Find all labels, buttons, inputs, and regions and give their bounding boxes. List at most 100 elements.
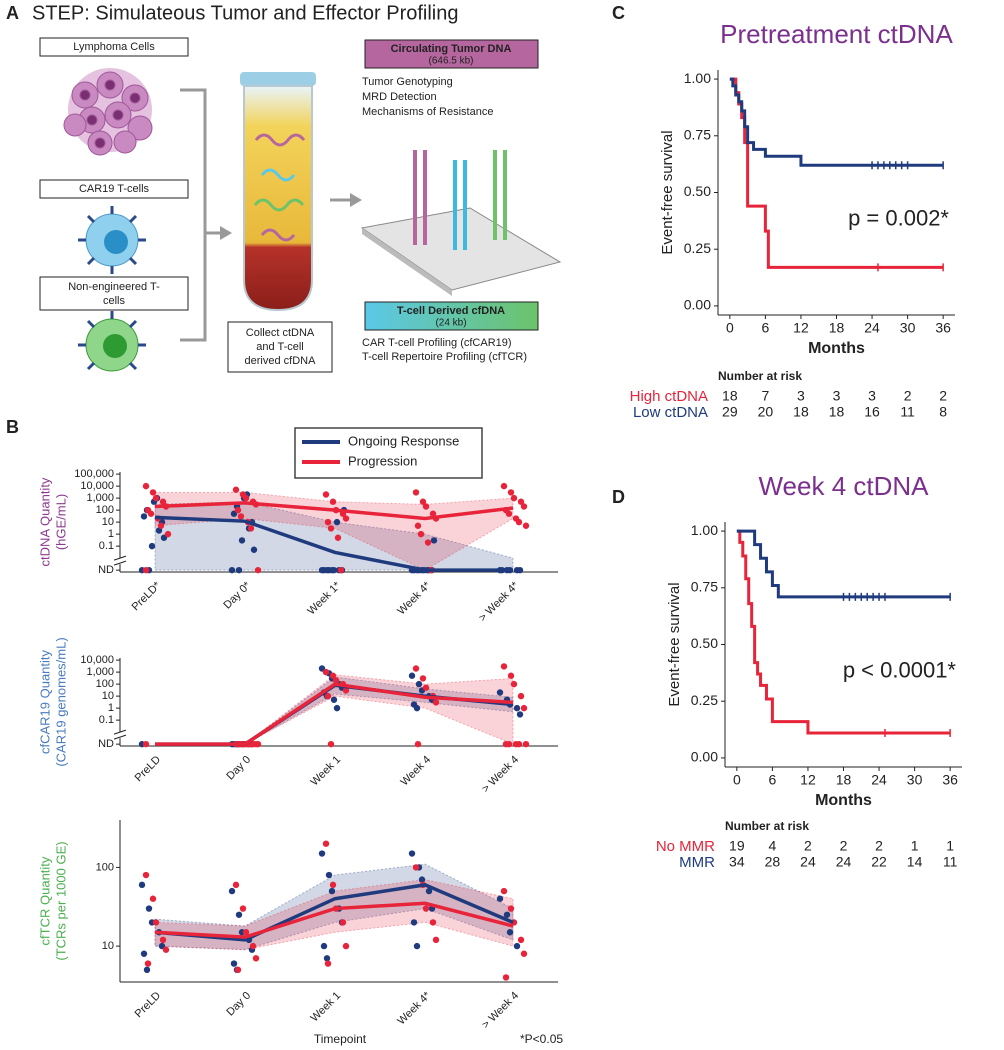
x-tick-label: 0 (726, 320, 734, 336)
data-point (505, 510, 513, 517)
chip-edge (362, 228, 452, 296)
data-point (145, 905, 153, 912)
y-tick-label: 0.1 (99, 714, 114, 726)
risk-label: No MMR (656, 838, 715, 855)
data-point (412, 864, 420, 871)
data-point (250, 546, 258, 553)
data-point (496, 689, 504, 696)
lymphoma-cells (63, 68, 153, 156)
data-point (329, 881, 337, 889)
risk-count: 18 (829, 404, 845, 420)
survival-curve (729, 77, 944, 269)
y-tick-label: 10 (102, 516, 114, 528)
tube-cap (240, 72, 316, 86)
y-tick-label: 1.00 (691, 522, 718, 538)
data-point (232, 881, 240, 889)
y-tick-label: 1.00 (684, 70, 711, 86)
data-point (496, 895, 504, 902)
y-tick-label: 1,000 (86, 492, 114, 504)
y-tick-label: 100 (96, 861, 114, 873)
data-point (517, 498, 525, 505)
data-point (148, 542, 156, 550)
x-tick-label: 30 (900, 320, 916, 336)
y-tick-label: 10,000 (80, 654, 114, 666)
data-point (520, 503, 528, 510)
x-tick-label: Week 4 (398, 754, 433, 789)
tube (243, 85, 313, 312)
x-tick-label: Week 1 (308, 990, 343, 1025)
data-point (159, 936, 167, 944)
data-point (330, 566, 338, 574)
label-box (227, 321, 333, 373)
data-point (152, 494, 160, 502)
y-axis-label: cfCAR19 Quantity (37, 649, 52, 754)
x-tick-label: Week 4* (395, 989, 433, 1027)
y-axis-label: Event-free survival (666, 582, 683, 706)
data-point (413, 704, 421, 712)
chart-title: Pretreatment ctDNA (720, 19, 953, 49)
data-point (507, 672, 515, 679)
data-point (142, 566, 150, 574)
risk-count: 24 (836, 854, 852, 870)
data-point (142, 871, 150, 879)
data-point (228, 566, 236, 574)
data-point (324, 960, 332, 967)
data-point (342, 942, 350, 950)
risk-count: 7 (762, 388, 770, 404)
panel-label: A (6, 3, 19, 23)
axis-break (113, 555, 127, 561)
x-tick-label: Day 0* (221, 579, 253, 611)
risk-count: 20 (758, 404, 774, 420)
survival-curve (736, 529, 951, 735)
panel-a-illustration: Lymphoma Cells CAR19 T-cells Non-enginee… (39, 37, 562, 373)
box-size: (646.5 kb) (428, 56, 473, 67)
data-point (254, 566, 262, 574)
x-tick-label: Day 0 (224, 754, 253, 783)
y-tick-label: 10 (102, 690, 114, 702)
data-point (140, 513, 148, 520)
data-point (159, 498, 167, 505)
data-point (513, 942, 521, 950)
box-title: Circulating Tumor DNA (391, 43, 512, 55)
data-point (432, 699, 440, 706)
risk-count: 2 (840, 838, 848, 854)
risk-count: 14 (907, 854, 923, 870)
data-point (507, 489, 515, 496)
collect-label: Collect ctDNA (246, 327, 315, 339)
risk-count: 2 (875, 838, 883, 854)
x-tick-label: Week 4* (395, 579, 433, 617)
risk-count: 24 (800, 854, 816, 870)
risk-count: 2 (939, 388, 947, 404)
data-point (414, 740, 422, 748)
risk-count: 34 (729, 854, 745, 870)
panel-label: D (612, 487, 625, 507)
data-point (424, 539, 432, 546)
data-point (430, 537, 438, 544)
x-tick-label: PreLD (133, 754, 164, 785)
data-point (324, 692, 332, 700)
y-axis-label: Event-free survival (659, 130, 676, 254)
data-point (422, 905, 430, 912)
risk-count: 18 (722, 388, 738, 404)
data-point (339, 919, 347, 926)
y-tick-label: 0.50 (684, 183, 711, 199)
y-tick-label: 0.25 (684, 240, 711, 256)
x-tick-label: > Week 4 (480, 990, 521, 1031)
collect-label: derived cfDNA (245, 355, 317, 367)
data-point (412, 665, 420, 672)
ctdna-box (364, 39, 539, 69)
data-point (320, 942, 328, 950)
x-tick-label: 24 (871, 772, 887, 788)
y-axis-label: (TCRs per 1000 GE) (53, 841, 68, 960)
data-point (323, 566, 331, 574)
collect-label: and T-cell (256, 341, 304, 353)
data-point (342, 687, 350, 694)
y-tick-label: 0.1 (99, 540, 114, 552)
y-tick-label: 1 (108, 528, 114, 540)
data-point (155, 527, 163, 534)
data-point (327, 740, 335, 748)
data-point (247, 525, 255, 532)
data-point (234, 506, 242, 514)
y-axis-label: cfTCR Quantity (37, 856, 52, 945)
data-point (516, 566, 524, 574)
